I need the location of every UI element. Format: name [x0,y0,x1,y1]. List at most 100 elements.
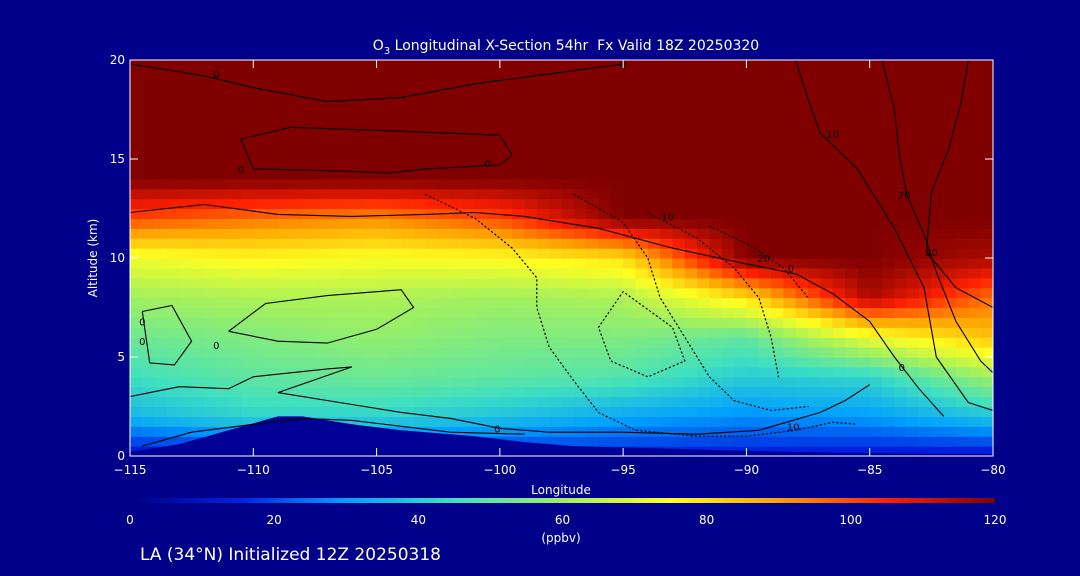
field-cell [919,79,932,91]
field-cell [376,416,390,427]
field-cell [771,267,785,279]
field-cell [376,119,390,130]
field-cell [327,188,341,200]
field-cell [499,159,513,170]
field-cell [512,99,526,111]
field-cell [438,139,452,150]
field-cell [598,416,612,427]
field-cell [598,99,612,111]
field-cell [795,109,809,120]
field-cell [499,218,513,229]
field-cell [882,119,895,130]
field-cell [931,89,945,101]
field-cell [906,139,920,150]
field-cell [758,168,772,180]
field-cell [845,228,858,239]
field-cell [253,406,267,417]
field-cell [808,248,821,259]
field-cell [339,168,353,180]
field-cell [660,277,674,289]
field-cell [943,446,957,456]
field-cell [438,149,452,160]
field-cell [845,347,858,358]
field-cell [450,178,464,190]
field-cell [598,139,612,150]
field-cell [499,277,513,289]
field-cell [376,99,390,111]
field-cell [746,168,760,180]
field-cell [290,79,304,91]
field-cell [943,376,957,388]
field-cell [512,317,526,328]
field-cell [290,119,304,130]
field-cell [327,307,341,318]
field-cell [672,218,686,229]
field-cell [882,248,895,259]
field-cell [401,149,415,160]
field-cell [265,366,279,378]
field-cell [721,79,735,91]
field-cell [561,99,575,111]
field-cell [388,258,402,269]
field-cell [771,426,785,437]
field-cell [906,198,920,210]
contour-solid [228,289,415,344]
field-cell [450,376,464,388]
field-cell [771,396,785,408]
field-cell [820,159,834,170]
field-cell [610,317,624,328]
field-cell [906,248,920,259]
field-cell [265,149,279,160]
field-cell [277,258,291,269]
field-cell [820,69,834,81]
field-cell [931,436,945,447]
field-cell [795,139,809,150]
field-cell [253,307,267,318]
field-cell [882,366,895,378]
contour-label: 0 [213,70,219,81]
field-cell [697,406,711,417]
field-cell [647,376,661,388]
field-cell [635,159,649,170]
field-cell [684,248,698,259]
field-cell [734,149,748,160]
field-cell [635,267,649,279]
field-cell [302,89,316,101]
field-cell [512,366,526,378]
field-cell [795,366,809,378]
field-cell [758,416,772,427]
field-cell [586,287,600,299]
field-cell [401,109,415,120]
field-cell [746,208,760,219]
field-cell [623,99,637,111]
field-cell [166,386,180,398]
field-cell [795,396,809,408]
field-cell [586,277,600,289]
field-cell [216,99,230,111]
field-cell [980,178,993,190]
field-cell [401,297,415,309]
field-cell [882,218,895,229]
field-cell [314,366,328,378]
field-cell [956,149,969,160]
field-cell [808,168,821,180]
field-cell [931,376,945,388]
field-cell [549,366,563,378]
field-cell [216,386,230,398]
field-cell [512,168,526,180]
field-cell [882,109,895,120]
field-cell [598,307,612,318]
field-cell [475,426,489,437]
field-cell [290,139,304,150]
field-cell [376,307,390,318]
field-cell [277,327,291,338]
field-cell [943,357,957,368]
field-cell [586,426,600,437]
field-cell [376,277,390,289]
field-cell [697,168,711,180]
y-tick-label: 15 [110,152,125,166]
field-cell [598,69,612,81]
field-cell [832,386,846,398]
field-cell [783,109,797,120]
field-cell [203,188,217,200]
